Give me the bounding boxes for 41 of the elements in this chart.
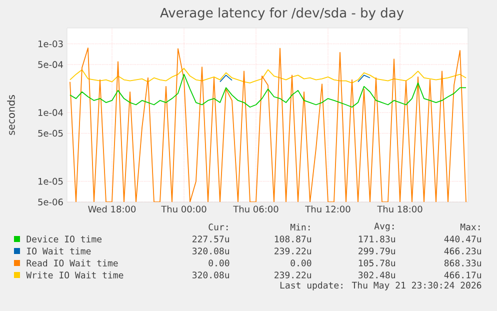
text: 868.33u [444,260,482,266]
line-series [70,74,466,108]
text: 0.00 [290,260,312,266]
x-tick-label: Wed 18:00 [88,206,136,213]
text: Cur: [208,224,228,230]
text: 105.78u [358,260,396,266]
text: 239.22u [274,248,312,254]
text: 440.47u [444,236,482,242]
y-tick-label: 5e-06 [38,198,63,206]
legend-label: Write IO Wait time [26,272,124,278]
text: Max: [460,224,480,230]
y-tick-label: 5e-05 [38,130,63,137]
text: 227.57u [192,236,230,242]
text: 239.22u [274,272,312,278]
y-tick-label: 5e-04 [38,61,63,68]
y-tick-label: 1e-03 [38,40,63,48]
text: 0.00 [208,260,230,266]
y-tick-label: 1e-04 [38,109,63,116]
text: Min: [290,224,310,230]
text: 320.08u [192,272,230,278]
text: 466.23u [444,248,482,254]
text: 171.83u [358,236,396,242]
x-tick-label: Thu 12:00 [305,206,350,213]
line-series [70,48,466,202]
text: 466.17u [444,272,482,278]
text: 299.79u [358,248,396,254]
x-tick-label: Thu 18:00 [377,206,422,213]
legend-label: IO Wait time [27,248,91,254]
chart-title: Average latency for /dev/sda - by day [160,8,404,20]
x-tick-label: Thu 00:00 [161,206,206,213]
text: 302.48u [358,272,396,278]
y-axis-title: seconds [7,95,15,135]
text: Last update: Thu May 21 23:30:24 2026 [280,282,482,290]
line-series [70,68,466,84]
legend-label: Device IO time [26,236,102,242]
legend-label: Read IO Wait time [26,260,118,266]
y-tick-label: 1e-05 [38,178,63,185]
text: 108.87u [274,236,312,242]
x-tick-label: Thu 06:00 [233,206,278,213]
text: 320.08u [192,248,230,254]
text: Avg: [374,222,394,232]
